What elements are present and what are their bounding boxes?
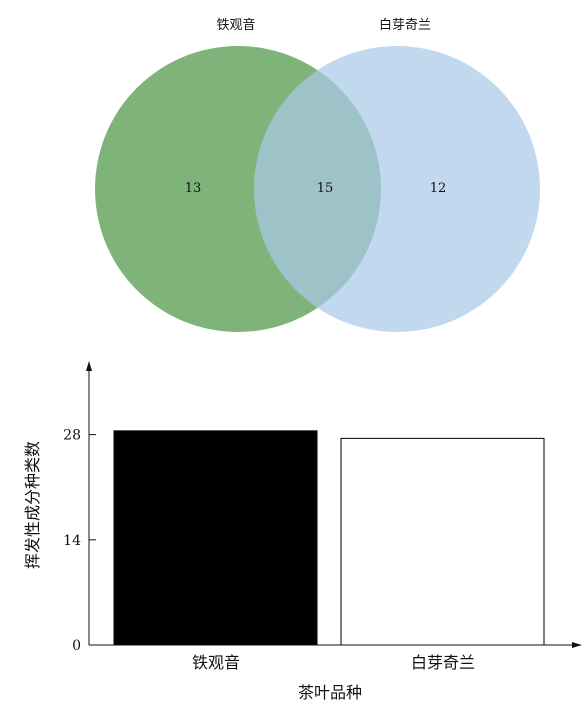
venn-count-tieguanyin-only: 13 — [185, 181, 202, 196]
x-category-label-baiyaqilan: 白芽奇兰 — [411, 653, 475, 672]
y-tick-label-14: 14 — [63, 533, 81, 549]
x-axis-title: 茶叶品种 — [298, 683, 362, 702]
y-axis-arrow — [86, 361, 92, 371]
y-tick-label-28: 28 — [63, 428, 81, 444]
x-axis-arrow — [572, 642, 582, 648]
y-tick-label-0: 0 — [72, 638, 81, 654]
bar-baiyaqilan — [340, 437, 545, 646]
bar-layer — [113, 430, 545, 646]
venn-diagram: 铁观音 白芽奇兰 13 15 12 — [95, 17, 540, 332]
x-category-label-tieguanyin: 铁观音 — [192, 653, 240, 672]
venn-count-intersection: 15 — [317, 181, 334, 196]
venn-circle-baiyaqilan — [254, 46, 540, 332]
y-axis-title: 挥发性成分种类数 — [23, 441, 42, 569]
bar-tieguanyin — [113, 430, 318, 646]
venn-count-baiyaqilan-only: 12 — [430, 181, 447, 196]
venn-set-label-tieguanyin: 铁观音 — [216, 17, 255, 33]
bar-chart: 0 14 28 铁观音 白芽奇兰 茶叶品种 挥发性成分种类数 — [23, 361, 582, 702]
y-axis-ticks: 0 14 28 — [63, 428, 96, 654]
venn-set-label-baiyaqilan: 白芽奇兰 — [379, 17, 431, 33]
